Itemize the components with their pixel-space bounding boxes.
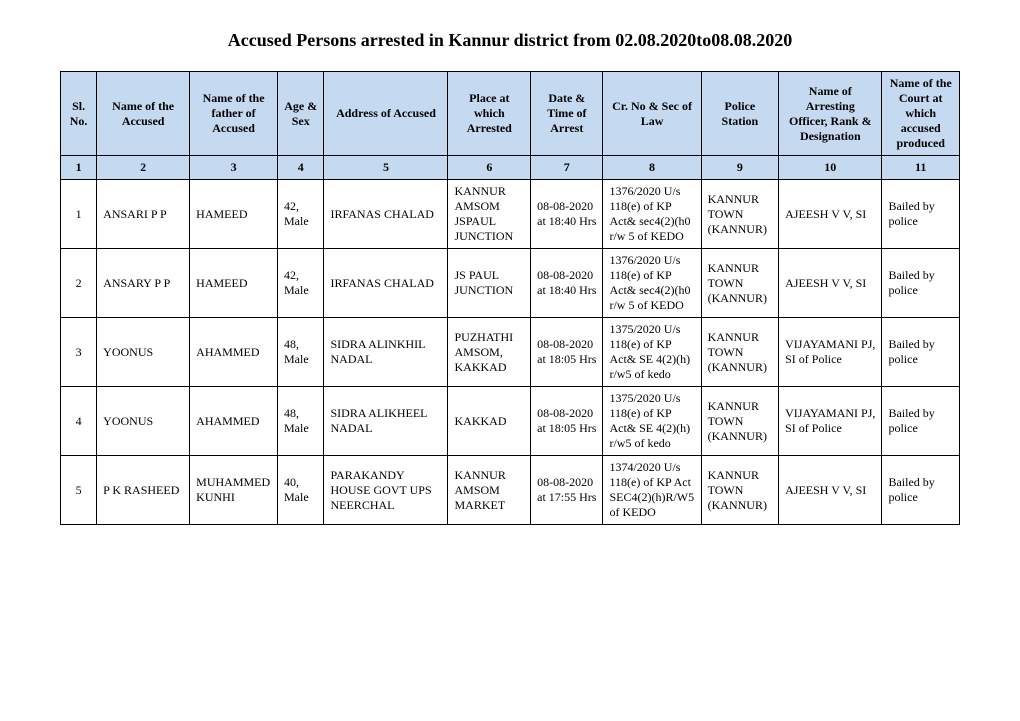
- cell-address: SIDRA ALINKHIL NADAL: [324, 318, 448, 387]
- cell-court: Bailed by police: [882, 180, 960, 249]
- cell-age-sex: 42, Male: [277, 249, 324, 318]
- cell-name-accused: YOONUS: [97, 318, 190, 387]
- cell-age-sex: 48, Male: [277, 318, 324, 387]
- cell-age-sex: 40, Male: [277, 456, 324, 525]
- cell-address: PARAKANDY HOUSE GOVT UPS NEERCHAL: [324, 456, 448, 525]
- colnum-9: 9: [701, 156, 779, 180]
- cell-police-station: KANNUR TOWN (KANNUR): [701, 456, 779, 525]
- cell-age-sex: 48, Male: [277, 387, 324, 456]
- cell-arresting-officer: AJEESH V V, SI: [779, 456, 882, 525]
- cell-police-station: KANNUR TOWN (KANNUR): [701, 387, 779, 456]
- header-address: Address of Accused: [324, 72, 448, 156]
- cell-place-arrested: KANNUR AMSOM MARKET: [448, 456, 531, 525]
- table-row: 3 YOONUS AHAMMED 48, Male SIDRA ALINKHIL…: [61, 318, 960, 387]
- cell-arresting-officer: AJEESH V V, SI: [779, 249, 882, 318]
- cell-father-name: AHAMMED: [190, 387, 278, 456]
- header-name-accused: Name of the Accused: [97, 72, 190, 156]
- cell-court: Bailed by police: [882, 456, 960, 525]
- cell-sl-no: 5: [61, 456, 97, 525]
- cell-place-arrested: PUZHATHI AMSOM, KAKKAD: [448, 318, 531, 387]
- colnum-4: 4: [277, 156, 324, 180]
- cell-sl-no: 4: [61, 387, 97, 456]
- colnum-11: 11: [882, 156, 960, 180]
- cell-date-time: 08-08-2020 at 18:40 Hrs: [531, 180, 603, 249]
- cell-cr-no-sec: 1376/2020 U/s 118(e) of KP Act& sec4(2)(…: [603, 180, 701, 249]
- cell-father-name: AHAMMED: [190, 318, 278, 387]
- cell-name-accused: P K RASHEED: [97, 456, 190, 525]
- header-sl-no: Sl. No.: [61, 72, 97, 156]
- cell-name-accused: ANSARI P P: [97, 180, 190, 249]
- cell-date-time: 08-08-2020 at 18:40 Hrs: [531, 249, 603, 318]
- table-row: 5 P K RASHEED MUHAMMED KUNHI 40, Male PA…: [61, 456, 960, 525]
- cell-place-arrested: KANNUR AMSOM JSPAUL JUNCTION: [448, 180, 531, 249]
- cell-age-sex: 42, Male: [277, 180, 324, 249]
- header-police-station: Police Station: [701, 72, 779, 156]
- cell-police-station: KANNUR TOWN (KANNUR): [701, 180, 779, 249]
- colnum-2: 2: [97, 156, 190, 180]
- header-court: Name of the Court at which accused produ…: [882, 72, 960, 156]
- cell-court: Bailed by police: [882, 387, 960, 456]
- cell-date-time: 08-08-2020 at 17:55 Hrs: [531, 456, 603, 525]
- cell-father-name: HAMEED: [190, 180, 278, 249]
- cell-sl-no: 1: [61, 180, 97, 249]
- colnum-7: 7: [531, 156, 603, 180]
- page-title: Accused Persons arrested in Kannur distr…: [60, 30, 960, 51]
- cell-arresting-officer: VIJAYAMANI PJ, SI of Police: [779, 318, 882, 387]
- header-age-sex: Age & Sex: [277, 72, 324, 156]
- cell-address: SIDRA ALIKHEEL NADAL: [324, 387, 448, 456]
- colnum-3: 3: [190, 156, 278, 180]
- colnum-1: 1: [61, 156, 97, 180]
- cell-name-accused: ANSARY P P: [97, 249, 190, 318]
- cell-place-arrested: JS PAUL JUNCTION: [448, 249, 531, 318]
- table-row: 1 ANSARI P P HAMEED 42, Male IRFANAS CHA…: [61, 180, 960, 249]
- colnum-5: 5: [324, 156, 448, 180]
- header-cr-no-sec: Cr. No & Sec of Law: [603, 72, 701, 156]
- cell-father-name: MUHAMMED KUNHI: [190, 456, 278, 525]
- cell-place-arrested: KAKKAD: [448, 387, 531, 456]
- cell-address: IRFANAS CHALAD: [324, 180, 448, 249]
- table-row: 4 YOONUS AHAMMED 48, Male SIDRA ALIKHEEL…: [61, 387, 960, 456]
- cell-cr-no-sec: 1375/2020 U/s 118(e) of KP Act& SE 4(2)(…: [603, 387, 701, 456]
- colnum-10: 10: [779, 156, 882, 180]
- cell-court: Bailed by police: [882, 249, 960, 318]
- cell-arresting-officer: AJEESH V V, SI: [779, 180, 882, 249]
- header-father-name: Name of the father of Accused: [190, 72, 278, 156]
- cell-arresting-officer: VIJAYAMANI PJ, SI of Police: [779, 387, 882, 456]
- header-row: Sl. No. Name of the Accused Name of the …: [61, 72, 960, 156]
- arrests-table: Sl. No. Name of the Accused Name of the …: [60, 71, 960, 525]
- cell-sl-no: 3: [61, 318, 97, 387]
- cell-police-station: KANNUR TOWN (KANNUR): [701, 318, 779, 387]
- table-body: 1 ANSARI P P HAMEED 42, Male IRFANAS CHA…: [61, 180, 960, 525]
- column-number-row: 1 2 3 4 5 6 7 8 9 10 11: [61, 156, 960, 180]
- cell-cr-no-sec: 1374/2020 U/s 118(e) of KP Act SEC4(2)(h…: [603, 456, 701, 525]
- cell-address: IRFANAS CHALAD: [324, 249, 448, 318]
- cell-sl-no: 2: [61, 249, 97, 318]
- header-place-arrested: Place at which Arrested: [448, 72, 531, 156]
- cell-cr-no-sec: 1375/2020 U/s 118(e) of KP Act& SE 4(2)(…: [603, 318, 701, 387]
- cell-cr-no-sec: 1376/2020 U/s 118(e) of KP Act& sec4(2)(…: [603, 249, 701, 318]
- cell-police-station: KANNUR TOWN (KANNUR): [701, 249, 779, 318]
- header-date-time: Date & Time of Arrest: [531, 72, 603, 156]
- header-arresting-officer: Name of Arresting Officer, Rank & Design…: [779, 72, 882, 156]
- cell-name-accused: YOONUS: [97, 387, 190, 456]
- cell-date-time: 08-08-2020 at 18:05 Hrs: [531, 318, 603, 387]
- cell-date-time: 08-08-2020 at 18:05 Hrs: [531, 387, 603, 456]
- cell-court: Bailed by police: [882, 318, 960, 387]
- table-row: 2 ANSARY P P HAMEED 42, Male IRFANAS CHA…: [61, 249, 960, 318]
- colnum-8: 8: [603, 156, 701, 180]
- cell-father-name: HAMEED: [190, 249, 278, 318]
- colnum-6: 6: [448, 156, 531, 180]
